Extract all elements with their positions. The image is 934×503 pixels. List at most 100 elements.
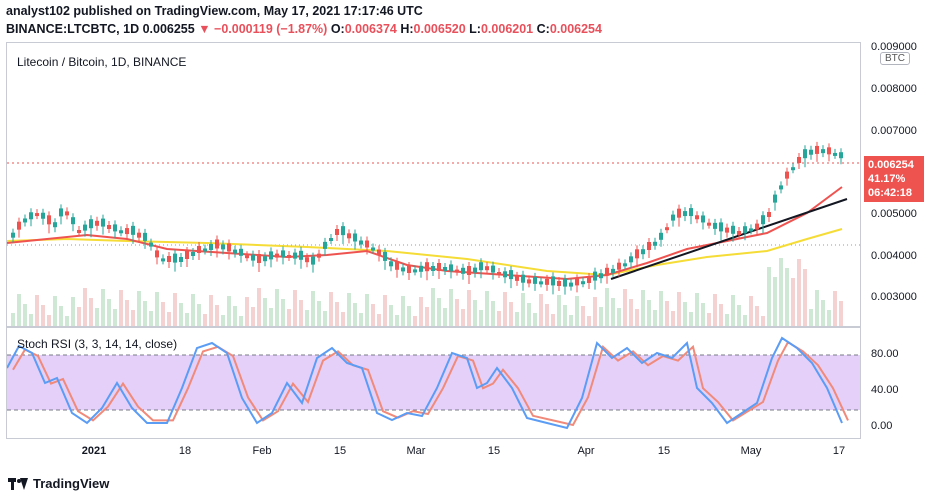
volume-bar bbox=[599, 307, 603, 326]
candle-body bbox=[749, 228, 753, 232]
candle-body bbox=[641, 249, 645, 255]
candle-body bbox=[611, 268, 615, 273]
volume-bar bbox=[491, 301, 495, 326]
candle-body bbox=[833, 152, 837, 156]
volume-bar bbox=[431, 288, 435, 326]
candle-body bbox=[107, 225, 111, 229]
candle-body bbox=[491, 265, 495, 273]
volume-bar bbox=[839, 301, 843, 326]
candle-body bbox=[131, 225, 135, 235]
candle-body bbox=[101, 218, 105, 227]
price-tick: 0.003000 bbox=[871, 291, 917, 303]
volume-bar bbox=[275, 289, 279, 326]
volume-bar bbox=[41, 305, 45, 326]
volume-bar bbox=[665, 301, 669, 326]
candle-body bbox=[389, 261, 393, 267]
stoch-legend[interactable]: Stoch RSI (3, 3, 14, 14, close) bbox=[17, 337, 178, 351]
volume-bar bbox=[371, 304, 375, 326]
price-chart-canvas[interactable] bbox=[7, 43, 860, 326]
candle-body bbox=[635, 249, 639, 259]
volume-bar bbox=[287, 309, 291, 326]
stoch-rsi-canvas[interactable] bbox=[7, 328, 860, 438]
candle-body bbox=[719, 222, 723, 232]
chart-legend[interactable]: Litecoin / Bitcoin, 1D, BINANCE bbox=[17, 55, 187, 69]
candle-body bbox=[827, 147, 831, 155]
footer-brand[interactable]: TradingView bbox=[8, 476, 109, 491]
open-label: O: bbox=[330, 22, 345, 36]
candle-body bbox=[47, 215, 51, 225]
volume-bar bbox=[131, 310, 135, 326]
candle-body bbox=[701, 215, 705, 223]
volume-bar bbox=[65, 316, 69, 326]
time-label: May bbox=[740, 445, 762, 457]
candle-body bbox=[443, 267, 447, 271]
volume-bar bbox=[647, 300, 651, 326]
volume-bar bbox=[353, 303, 357, 326]
candle-body bbox=[581, 281, 585, 285]
candle-body bbox=[623, 263, 627, 267]
candle-body bbox=[95, 220, 99, 226]
candle-body bbox=[593, 271, 597, 281]
volume-bar bbox=[263, 298, 267, 326]
volume-bar bbox=[215, 305, 219, 326]
candle-body bbox=[359, 240, 363, 245]
candle-body bbox=[29, 212, 33, 220]
volume-bar bbox=[29, 314, 33, 326]
volume-bar bbox=[11, 313, 15, 326]
candle-body bbox=[227, 243, 231, 252]
price-tick: 0.009000 bbox=[871, 41, 917, 53]
candle-body bbox=[467, 266, 471, 275]
candle-body bbox=[257, 254, 261, 263]
currency-badge[interactable]: BTC bbox=[880, 52, 910, 65]
candle-body bbox=[455, 269, 459, 273]
volume-bar bbox=[581, 306, 585, 326]
volume-bar bbox=[455, 299, 459, 326]
volume-bar bbox=[551, 314, 555, 326]
candle-body bbox=[287, 255, 291, 258]
volume-bar bbox=[803, 269, 807, 326]
stoch-rsi-pane[interactable]: Stoch RSI (3, 3, 14, 14, close) bbox=[6, 327, 861, 439]
candle-body bbox=[419, 265, 423, 272]
volume-bar bbox=[305, 310, 309, 326]
close-label: C: bbox=[536, 22, 550, 36]
candle-body bbox=[743, 226, 747, 234]
candle-body bbox=[71, 217, 75, 225]
candle-body bbox=[509, 270, 513, 280]
candle-body bbox=[17, 221, 21, 230]
volume-bar bbox=[383, 295, 387, 326]
price-pane[interactable]: Litecoin / Bitcoin, 1D, BINANCE bbox=[6, 42, 861, 327]
candle-body bbox=[527, 279, 531, 284]
candle-body bbox=[329, 238, 333, 241]
volume-bar bbox=[629, 299, 633, 326]
time-label: 17 bbox=[832, 445, 846, 457]
candle-body bbox=[629, 256, 633, 263]
volume-bar bbox=[563, 305, 567, 326]
time-axis[interactable]: 2021 18 Feb 15 Mar 15 Apr 15 May 17 bbox=[6, 439, 861, 461]
stoch-k-line bbox=[7, 336, 843, 430]
price-tick: 0.007000 bbox=[871, 125, 917, 137]
price-tick: 0.005000 bbox=[871, 208, 917, 220]
volume-bar bbox=[143, 301, 147, 326]
candle-body bbox=[479, 262, 483, 271]
volume-bar bbox=[479, 310, 483, 326]
candle-body bbox=[323, 241, 327, 249]
stoch-axis[interactable]: 80.00 40.00 0.00 bbox=[861, 327, 931, 439]
candle-body bbox=[431, 266, 435, 271]
volume-bar bbox=[755, 306, 759, 326]
candle-body bbox=[59, 208, 63, 217]
candle-body bbox=[269, 251, 273, 260]
volume-bar bbox=[209, 295, 213, 326]
volume-bar bbox=[47, 315, 51, 326]
candle-body bbox=[395, 261, 399, 270]
candle-body bbox=[569, 282, 573, 287]
candle-body bbox=[659, 232, 663, 240]
candle-body bbox=[737, 231, 741, 235]
volume-bar bbox=[707, 313, 711, 326]
support-trendline bbox=[610, 198, 848, 280]
candle-body bbox=[77, 230, 81, 233]
volume-bar bbox=[89, 298, 93, 326]
volume-bar bbox=[761, 316, 765, 326]
volume-bar bbox=[71, 297, 75, 326]
volume-bar bbox=[311, 291, 315, 326]
price-axis[interactable]: BTC 0.009000 0.008000 0.007000 0.005000 … bbox=[861, 41, 931, 327]
